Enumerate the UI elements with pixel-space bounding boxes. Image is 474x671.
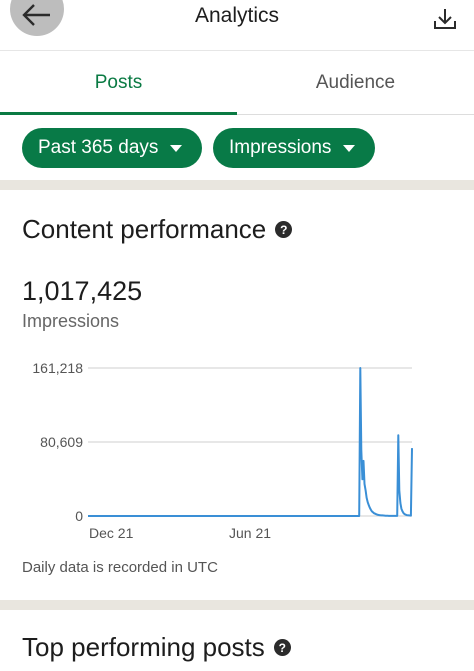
date-range-dropdown[interactable]: Past 365 days — [22, 128, 202, 168]
total-impressions-value: 1,017,425 — [22, 276, 143, 306]
tab-audience[interactable]: Audience — [237, 52, 474, 114]
tab-posts[interactable]: Posts — [0, 52, 237, 114]
content-performance-title: Content performance — [22, 214, 267, 244]
filter-bar: Past 365 days Impressions — [0, 114, 474, 180]
date-range-label: Past 365 days — [38, 137, 159, 158]
x-tick-label: Dec 21 — [89, 525, 134, 541]
arrow-left-icon — [22, 4, 50, 26]
impressions-line — [88, 367, 413, 517]
help-icon[interactable]: ? — [275, 221, 293, 238]
top-posts-title: Top performing posts — [22, 632, 265, 662]
tab-bar: Posts Audience — [0, 52, 474, 115]
active-tab-indicator — [0, 112, 237, 115]
metric-dropdown[interactable]: Impressions — [213, 128, 375, 168]
tab-audience-label: Audience — [315, 72, 396, 93]
x-tick-label: Jun 21 — [229, 525, 271, 541]
total-impressions-label: Impressions — [22, 311, 120, 331]
top-posts-heading: Top performing posts ? — [22, 632, 291, 663]
section-divider — [0, 180, 474, 190]
download-button[interactable] — [432, 6, 458, 32]
caret-down-icon — [343, 144, 356, 152]
content-performance-heading: Content performance ? — [22, 214, 293, 245]
section-divider — [0, 600, 474, 610]
download-icon — [434, 9, 456, 29]
app-header: Analytics — [0, 0, 474, 51]
page-title: Analytics — [194, 4, 280, 27]
caret-down-icon — [170, 144, 183, 152]
metric-dropdown-label: Impressions — [229, 137, 332, 158]
help-icon[interactable]: ? — [273, 639, 291, 656]
y-tick-label: 0 — [75, 508, 83, 524]
impressions-chart: 0 80,609 161,218 Dec 21 Jun 21 — [32, 360, 413, 541]
y-tick-label: 161,218 — [32, 360, 83, 376]
tab-posts-label: Posts — [94, 72, 143, 93]
utc-note: Daily data is recorded in UTC — [22, 559, 218, 576]
y-tick-label: 80,609 — [40, 434, 83, 450]
